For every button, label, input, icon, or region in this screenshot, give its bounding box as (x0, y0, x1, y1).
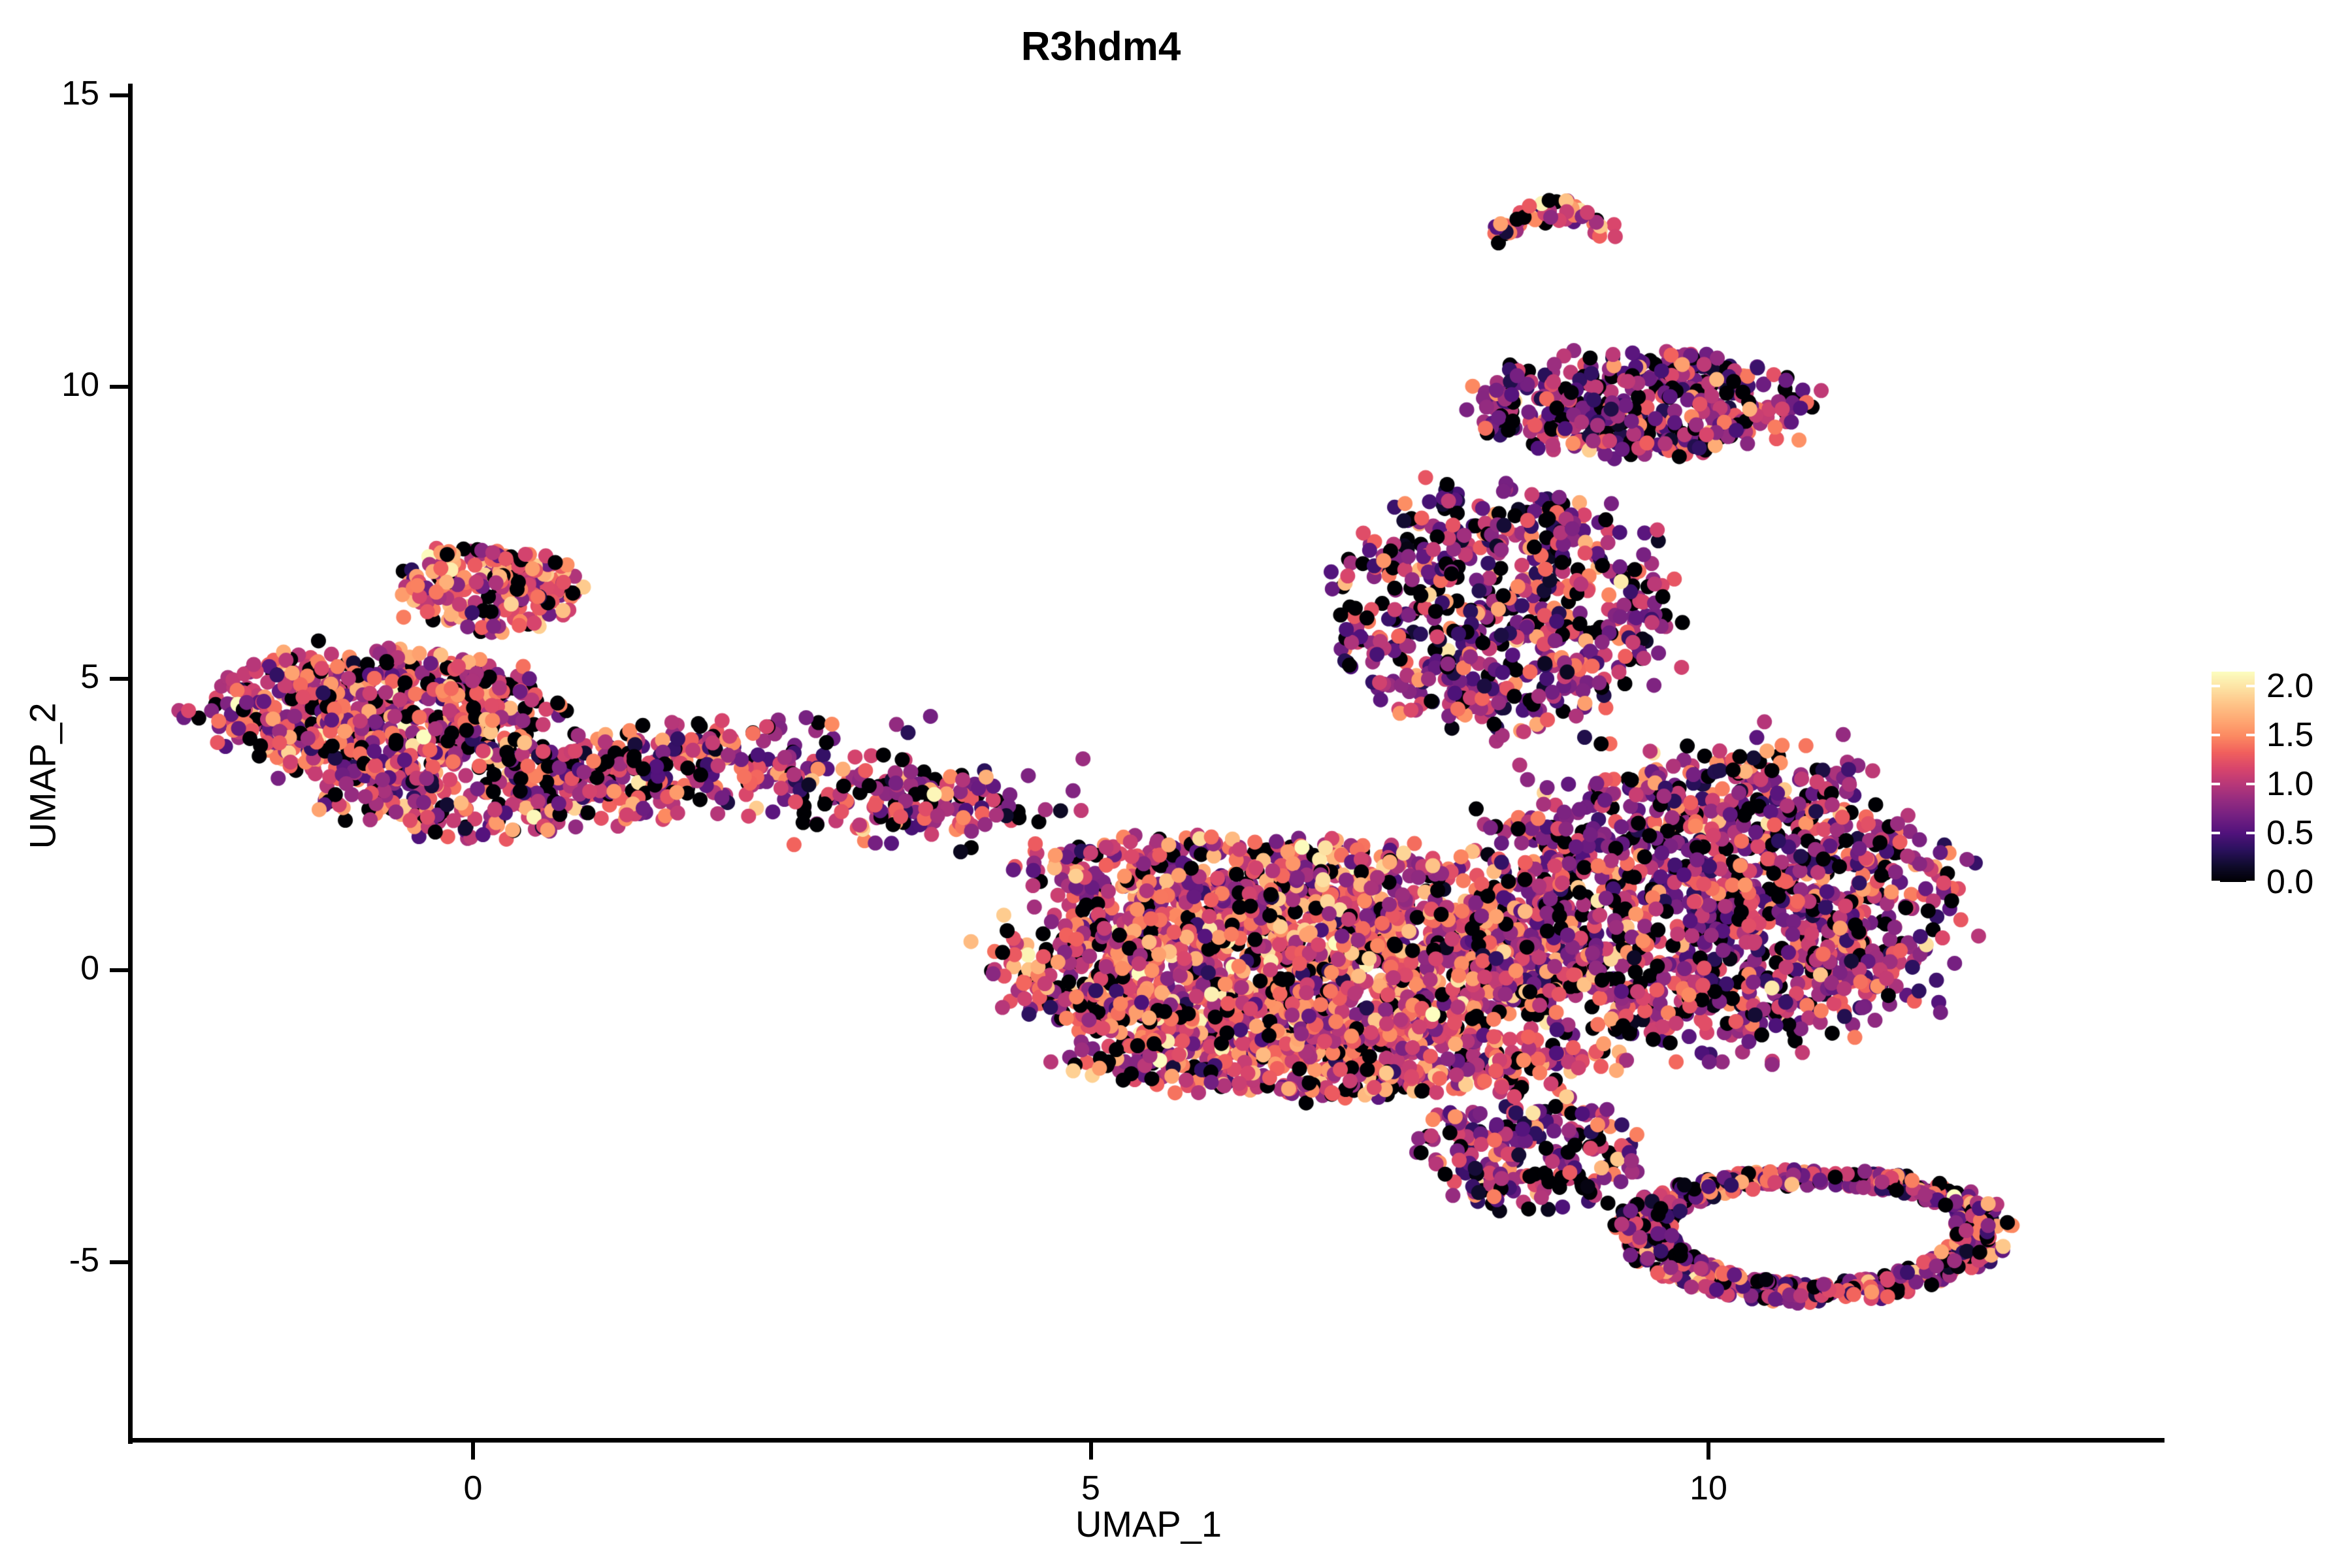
x-axis-title: UMAP_1 (1075, 1503, 1222, 1544)
x-tick-mark (471, 1440, 475, 1460)
y-tick-label: 0 (80, 949, 99, 987)
y-tick-mark (110, 676, 129, 681)
x-tick-label: 0 (463, 1469, 483, 1507)
y-tick-mark (110, 968, 129, 972)
y-tick-mark (110, 385, 129, 389)
colorbar-tick-label: 1.5 (2266, 716, 2314, 755)
colorbar-tick-label: 0.0 (2266, 863, 2314, 901)
x-tick-label: 5 (1081, 1469, 1100, 1507)
colorbar-tick-label: 0.5 (2266, 814, 2314, 853)
colorbar-legend: 2.0 1.5 1.0 0.5 0.0 (2212, 667, 2342, 901)
y-tick-label: 5 (80, 657, 99, 696)
y-tick-label: 10 (61, 366, 99, 404)
y-tick-label: 15 (61, 74, 99, 112)
y-tick-label: -5 (69, 1241, 99, 1279)
y-tick-mark (110, 1260, 129, 1264)
colorbar-gradient (2212, 672, 2255, 882)
y-tick-mark (110, 93, 129, 97)
x-tick-label: 10 (1690, 1469, 1727, 1507)
x-tick-mark (1707, 1440, 1710, 1460)
colorbar-tick-label: 2.0 (2266, 667, 2314, 706)
colorbar-tick-label: 1.0 (2266, 765, 2314, 804)
y-axis-line (128, 84, 133, 1444)
x-tick-mark (1088, 1440, 1093, 1460)
y-axis-title: UMAP_2 (22, 702, 63, 849)
x-axis-line (128, 1438, 2164, 1443)
